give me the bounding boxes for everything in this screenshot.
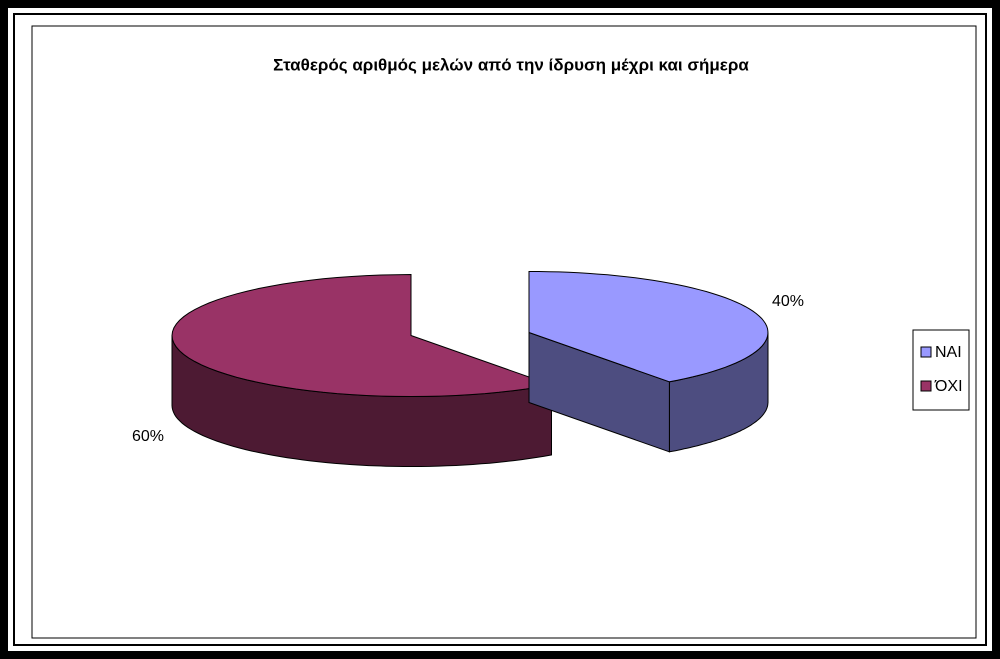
- slice: [528, 271, 769, 383]
- legend-label: ΝΑΙ: [935, 344, 962, 361]
- inner-frame: [13, 13, 987, 646]
- legend-box: [912, 329, 970, 411]
- chart-title: Σταθερός αριθμός μελών από την ίδρυση μέ…: [273, 55, 749, 74]
- slice: [171, 273, 554, 398]
- legend-swatch: [920, 346, 932, 358]
- legend-label: ΌΧΙ: [934, 378, 963, 395]
- legend-swatch: [920, 380, 932, 392]
- data-label: 60%: [132, 428, 164, 445]
- data-label: 40%: [772, 293, 804, 310]
